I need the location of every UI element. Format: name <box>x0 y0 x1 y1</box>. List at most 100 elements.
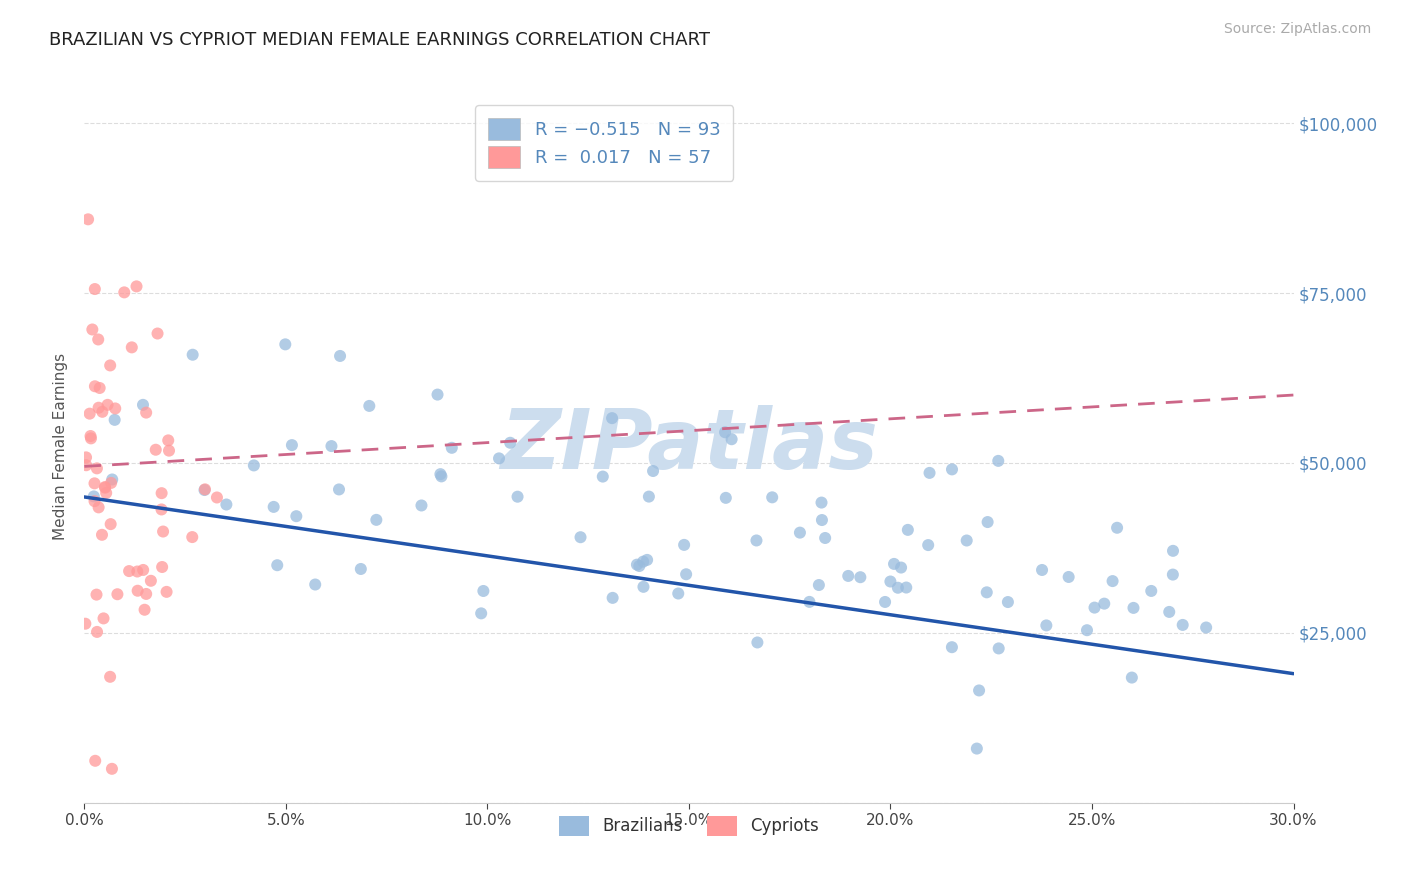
Point <box>304 577 326 591</box>
Text: BRAZILIAN VS CYPRIOT MEDIAN FEMALE EARNINGS CORRELATION CHART: BRAZILIAN VS CYPRIOT MEDIAN FEMALE EARNI… <box>49 31 710 49</box>
Point <box>75 458 97 473</box>
Point <box>125 279 148 293</box>
Point <box>807 578 830 592</box>
Point <box>941 462 963 476</box>
Point <box>600 411 623 425</box>
Point <box>976 585 998 599</box>
Point <box>98 670 121 684</box>
Point <box>152 524 174 539</box>
Point <box>87 401 110 415</box>
Point <box>1121 671 1143 685</box>
Point <box>98 359 121 373</box>
Point <box>569 530 592 544</box>
Point <box>411 499 433 513</box>
Point <box>274 337 297 351</box>
Point <box>94 481 117 495</box>
Point <box>1195 620 1218 634</box>
Point <box>150 486 173 500</box>
Point <box>157 434 180 448</box>
Point <box>1161 567 1184 582</box>
Point <box>714 491 737 505</box>
Point <box>673 538 696 552</box>
Point <box>121 340 143 354</box>
Point <box>135 406 157 420</box>
Point <box>470 607 492 621</box>
Point <box>631 555 654 569</box>
Point <box>887 581 910 595</box>
Point <box>1101 574 1123 588</box>
Point <box>82 322 104 336</box>
Point <box>157 443 180 458</box>
Point <box>1107 521 1129 535</box>
Point <box>329 349 352 363</box>
Point <box>181 530 204 544</box>
Point <box>86 461 108 475</box>
Point <box>488 451 510 466</box>
Point <box>896 581 918 595</box>
Point <box>181 348 204 362</box>
Point <box>849 570 872 584</box>
Point <box>75 616 97 631</box>
Point <box>1140 583 1163 598</box>
Point <box>193 483 215 497</box>
Point <box>897 523 920 537</box>
Point <box>1159 605 1181 619</box>
Point <box>83 476 105 491</box>
Point <box>1092 597 1115 611</box>
Point <box>918 466 941 480</box>
Point <box>205 491 228 505</box>
Point <box>146 326 169 341</box>
Point <box>79 407 101 421</box>
Point <box>112 285 135 300</box>
Point <box>91 405 114 419</box>
Point <box>472 584 495 599</box>
Point <box>97 398 120 412</box>
Point <box>87 500 110 515</box>
Point <box>837 569 859 583</box>
Point <box>879 574 901 589</box>
Point <box>83 490 105 504</box>
Point <box>789 525 811 540</box>
Point <box>675 567 697 582</box>
Point <box>666 586 689 600</box>
Point <box>150 502 173 516</box>
Point <box>890 560 912 574</box>
Y-axis label: Median Female Earnings: Median Female Earnings <box>53 352 69 540</box>
Point <box>285 509 308 524</box>
Point <box>155 585 177 599</box>
Point <box>101 762 124 776</box>
Point <box>350 562 373 576</box>
Point <box>118 564 141 578</box>
Point <box>100 475 122 490</box>
Point <box>80 431 103 445</box>
Point <box>799 595 821 609</box>
Point <box>139 574 162 588</box>
Point <box>810 495 832 509</box>
Point <box>429 467 451 482</box>
Point <box>1057 570 1080 584</box>
Point <box>633 580 655 594</box>
Point <box>89 381 111 395</box>
Point <box>86 588 108 602</box>
Point <box>86 624 108 639</box>
Point <box>263 500 285 514</box>
Point <box>976 515 998 529</box>
Point <box>426 387 449 401</box>
Point <box>1171 618 1194 632</box>
Point <box>150 560 173 574</box>
Text: ZIPatlas: ZIPatlas <box>501 406 877 486</box>
Point <box>77 212 100 227</box>
Point <box>104 401 127 416</box>
Point <box>127 583 149 598</box>
Point <box>107 587 129 601</box>
Point <box>132 398 155 412</box>
Point <box>1031 563 1053 577</box>
Point <box>966 741 988 756</box>
Point <box>359 399 381 413</box>
Point <box>83 282 105 296</box>
Point <box>94 480 117 494</box>
Point <box>761 491 783 505</box>
Point <box>281 438 304 452</box>
Point <box>1122 600 1144 615</box>
Point <box>101 473 124 487</box>
